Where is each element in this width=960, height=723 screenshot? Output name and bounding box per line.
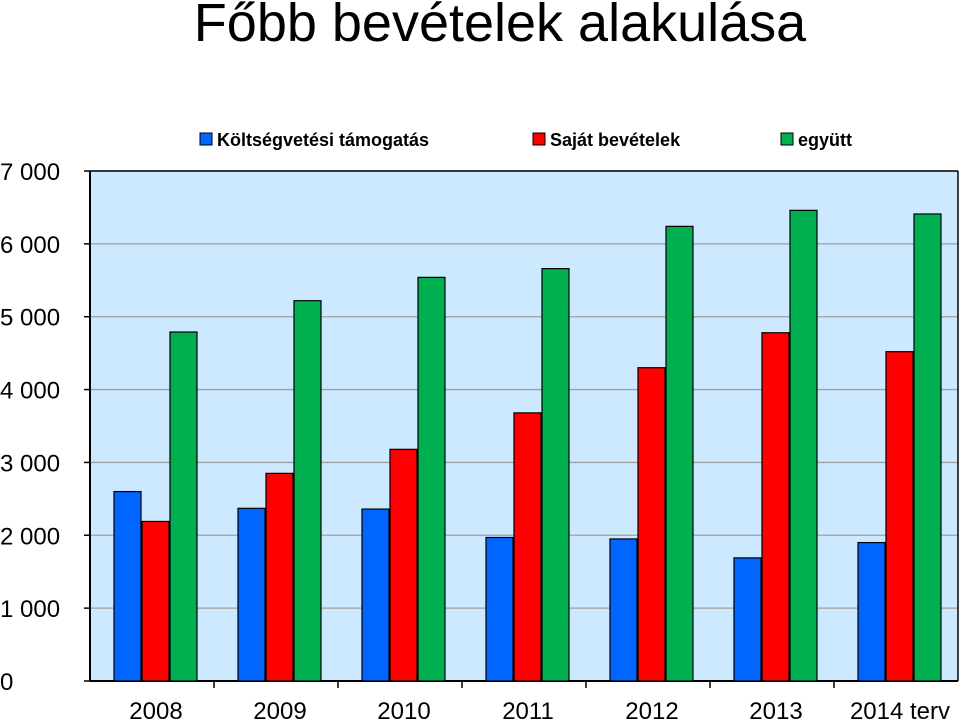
bar-1	[609, 538, 638, 682]
bar-1	[237, 507, 266, 682]
bar-1	[361, 508, 390, 682]
legend-swatch	[199, 132, 213, 146]
bar-3	[541, 268, 570, 682]
chart-title: Főbb bevételek alakulása	[193, 0, 807, 53]
x-tick-label: 2008	[129, 698, 182, 723]
legend-swatch	[780, 132, 794, 146]
x-tick-label: 2013	[749, 698, 802, 723]
bar-2	[389, 448, 418, 682]
y-tick-label: 3 000	[0, 450, 60, 477]
bar-1	[485, 536, 514, 682]
bar-2	[141, 520, 170, 682]
bar-2	[761, 332, 790, 682]
x-tick-label: 2009	[253, 698, 306, 723]
bar-3	[789, 209, 818, 682]
bar-1	[113, 490, 142, 682]
y-tick-label: 4 000	[0, 378, 60, 405]
x-tick-label: 2012	[625, 698, 678, 723]
bar-2	[885, 351, 914, 682]
legend-label: együtt	[798, 130, 852, 150]
legend-label: Költségvetési támogatás	[217, 130, 429, 150]
bar-3	[417, 276, 446, 682]
x-tick-label: 2014 terv	[850, 698, 950, 723]
y-tick-label: 2 000	[0, 523, 60, 550]
y-tick-label: 7 000	[0, 159, 60, 186]
y-tick-label: 5 000	[0, 305, 60, 332]
bar-1	[857, 541, 886, 682]
bar-1	[733, 557, 762, 682]
bar-3	[665, 225, 694, 682]
bar-3	[169, 331, 198, 682]
x-tick-label: 2010	[377, 698, 430, 723]
legend-label: Saját bevételek	[550, 130, 681, 150]
bar-3	[913, 213, 942, 682]
bar-2	[513, 412, 542, 682]
x-tick-label: 2011	[502, 698, 554, 723]
legend-swatch	[532, 132, 546, 146]
bar-2	[265, 472, 294, 682]
y-tick-label: 0	[0, 669, 13, 696]
bar-3	[293, 300, 322, 682]
y-tick-label: 1 000	[0, 596, 60, 623]
y-tick-label: 6 000	[0, 232, 60, 259]
bar-2	[637, 367, 666, 682]
